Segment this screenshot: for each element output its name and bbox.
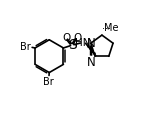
Text: N: N xyxy=(87,37,95,50)
Text: O: O xyxy=(73,33,81,43)
Text: Br: Br xyxy=(20,42,31,52)
Text: Me: Me xyxy=(104,23,118,33)
Text: ···: ··· xyxy=(102,25,111,35)
Text: HN: HN xyxy=(75,38,91,48)
Text: O: O xyxy=(63,33,71,43)
Text: N: N xyxy=(86,56,95,69)
Text: S: S xyxy=(68,38,77,52)
Text: Br: Br xyxy=(43,77,54,87)
